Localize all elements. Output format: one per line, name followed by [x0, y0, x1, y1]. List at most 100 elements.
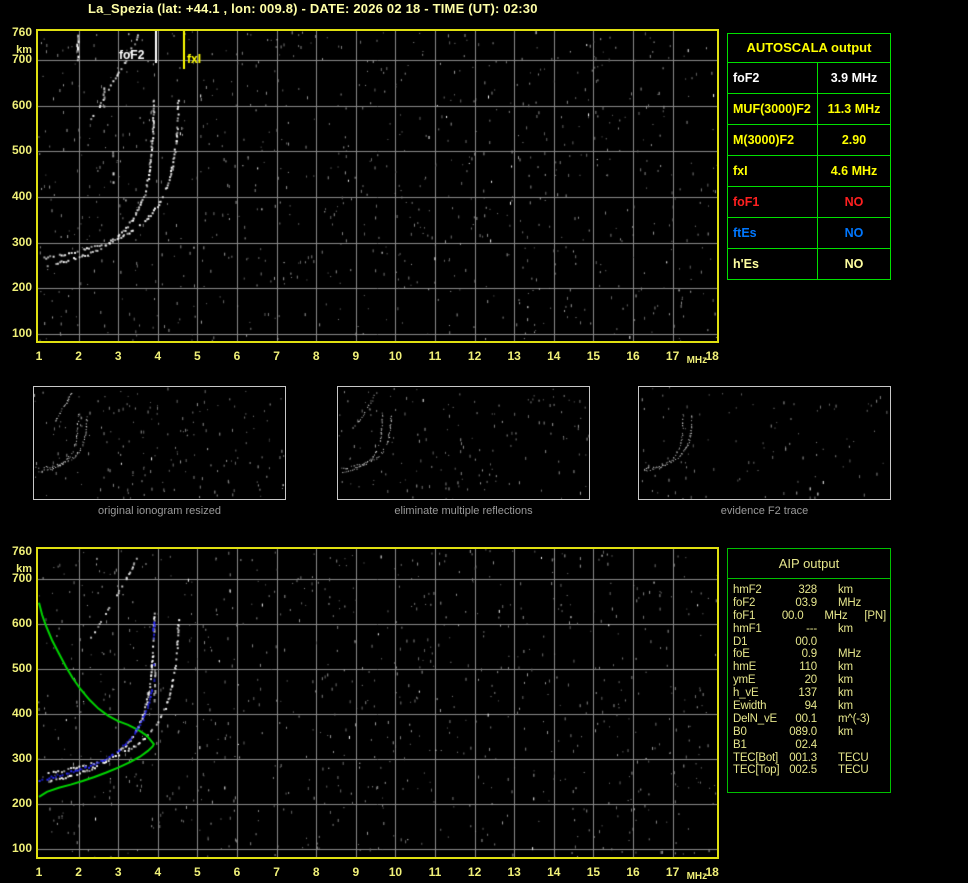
aip-row: hmE 110 km	[733, 661, 886, 674]
x-axis-tick: 18	[705, 865, 719, 879]
y-axis-tick: 760	[11, 24, 32, 39]
x-axis-tick: 15	[586, 349, 601, 363]
x-axis-tick: 4	[154, 865, 162, 879]
bottom-ionogram-canvas	[38, 549, 717, 857]
thumbnail-evidence-f2	[638, 386, 891, 500]
autoscala-row-value: 3.9 MHz	[830, 71, 878, 85]
autoscala-row-label: M(3000)F2	[728, 125, 818, 155]
x-axis-tick: 2	[75, 865, 82, 879]
aip-row: hmF2 328 km	[733, 584, 886, 597]
x-axis-tick: 1	[35, 865, 43, 879]
autoscala-row-value: 2.90	[841, 133, 867, 147]
aip-row-unit: m^(-3)	[838, 712, 870, 725]
autoscala-table-header: AUTOSCALA output	[746, 40, 872, 55]
x-axis-tick: 17	[665, 349, 680, 363]
thumbnail-original-ionogram	[33, 386, 286, 500]
x-axis-unit-label: MHz	[686, 355, 708, 366]
x-axis-tick: 4	[154, 349, 162, 363]
aip-row: foF2 03.9 MHz	[733, 597, 886, 610]
aip-row-unit	[838, 739, 872, 752]
aip-row-value: 137	[798, 687, 817, 700]
x-axis-tick: 1	[35, 349, 43, 363]
autoscala-row-value: 4.6 MHz	[830, 164, 878, 178]
y-axis-unit-label: km	[16, 43, 32, 56]
aip-row-label: TEC[Top]	[733, 764, 780, 777]
top-ionogram-canvas	[38, 31, 717, 341]
aip-row-unit: MHz	[824, 609, 848, 622]
aip-row-note: [PN]	[864, 609, 886, 622]
aip-row: ymE 20 km	[733, 674, 886, 687]
aip-row-label: foF2	[733, 596, 756, 609]
aip-row-value: 089.0	[789, 725, 817, 738]
aip-row-unit: km	[838, 674, 853, 687]
x-axis-tick: 16	[626, 865, 640, 879]
aip-row: foE 0.9 MHz	[733, 648, 886, 661]
aip-row-unit: km	[838, 584, 853, 596]
aip-row-value: 001.3	[789, 751, 817, 764]
aip-row-label: hmF1	[733, 622, 762, 635]
autoscala-row-label: MUF(3000)F2	[728, 94, 818, 124]
aip-row-label: h_vE	[733, 687, 759, 700]
x-axis-tick: 15	[586, 865, 601, 879]
x-axis-tick: 9	[352, 865, 360, 879]
aip-row-label: ymE	[733, 674, 756, 687]
x-axis-tick: 7	[273, 865, 280, 879]
thumbnail-eliminate-canvas	[338, 387, 589, 499]
autoscala-row-label: h'Es	[728, 249, 818, 279]
aip-output-table: AIP output hmF2 328 km foF2 03.9 MHz foF1 00.0 M…	[727, 548, 891, 793]
y-axis-tick: 500	[11, 143, 32, 158]
aip-row-value: 94	[804, 700, 818, 713]
aip-row-label: hmE	[733, 661, 757, 674]
y-axis-tick: 500	[11, 661, 32, 675]
aip-row-unit: TECU	[838, 751, 869, 764]
x-axis-tick: 10	[388, 349, 403, 363]
aip-row-unit: km	[838, 622, 853, 635]
aip-row: foF1 00.0 MHz [PN]	[733, 610, 886, 623]
x-axis-unit-label: MHz	[686, 871, 708, 882]
x-axis-tick: 18	[705, 349, 719, 363]
autoscala-row: foF1 NO	[728, 186, 890, 217]
aip-row-label: D1	[733, 635, 748, 648]
aip-row-label: foF1	[733, 609, 756, 622]
aip-row-label: hmF2	[733, 584, 762, 596]
aip-row-label: B0	[733, 725, 747, 738]
aip-row-value: 02.4	[795, 738, 817, 751]
x-axis-tick: 5	[194, 865, 201, 879]
y-axis-tick: 300	[11, 751, 32, 765]
x-axis-tick: 17	[665, 865, 680, 879]
x-axis-tick: 2	[75, 349, 82, 363]
x-axis-tick: 9	[352, 349, 360, 363]
aip-row-unit: MHz	[838, 596, 862, 609]
x-axis-tick: 12	[467, 865, 482, 879]
x-axis-tick: 14	[547, 865, 561, 879]
autoscala-row-value: NO	[844, 195, 864, 209]
aip-row: B1 02.4	[733, 739, 886, 752]
aip-row-label: B1	[733, 738, 747, 751]
x-axis-tick: 3	[114, 349, 122, 363]
autoscala-row: foF2 3.9 MHz	[728, 62, 890, 93]
aip-row-unit: km	[838, 661, 853, 674]
aip-row: Ewidth 94 km	[733, 700, 886, 713]
autoscala-row: MUF(3000)F2 11.3 MHz	[728, 93, 890, 124]
y-axis-tick: 200	[11, 796, 32, 810]
autoscala-row: M(3000)F2 2.90	[728, 124, 890, 155]
autoscala-table-rows: foF2 3.9 MHz MUF(3000)F2 11.3 MHz M(3000)F2 2…	[728, 62, 890, 279]
aip-row-value: 002.5	[789, 764, 817, 777]
y-axis-tick: 760	[11, 544, 32, 558]
aip-row-label: Ewidth	[733, 700, 767, 713]
y-axis-tick: 300	[11, 234, 32, 249]
aip-row: TEC[Top] 002.5 TECU	[733, 764, 886, 777]
aip-row-unit: km	[838, 725, 853, 738]
y-axis-tick: 600	[11, 616, 32, 630]
page-title: La_Spezia (lat: +44.1 , lon: 009.8) - DA…	[88, 1, 538, 16]
thumbnail-eliminate-reflections	[337, 386, 590, 500]
autoscala-row-value: NO	[844, 257, 864, 271]
x-axis-tick: 5	[194, 349, 201, 363]
aip-row-label: DelN_vE	[733, 712, 777, 725]
aip-row-value: 328	[798, 584, 817, 596]
aip-row-label: TEC[Bot]	[733, 751, 779, 764]
aip-row-label: foE	[733, 648, 750, 661]
autoscala-row: h'Es NO	[728, 248, 890, 279]
x-axis-tick: 3	[114, 865, 122, 879]
